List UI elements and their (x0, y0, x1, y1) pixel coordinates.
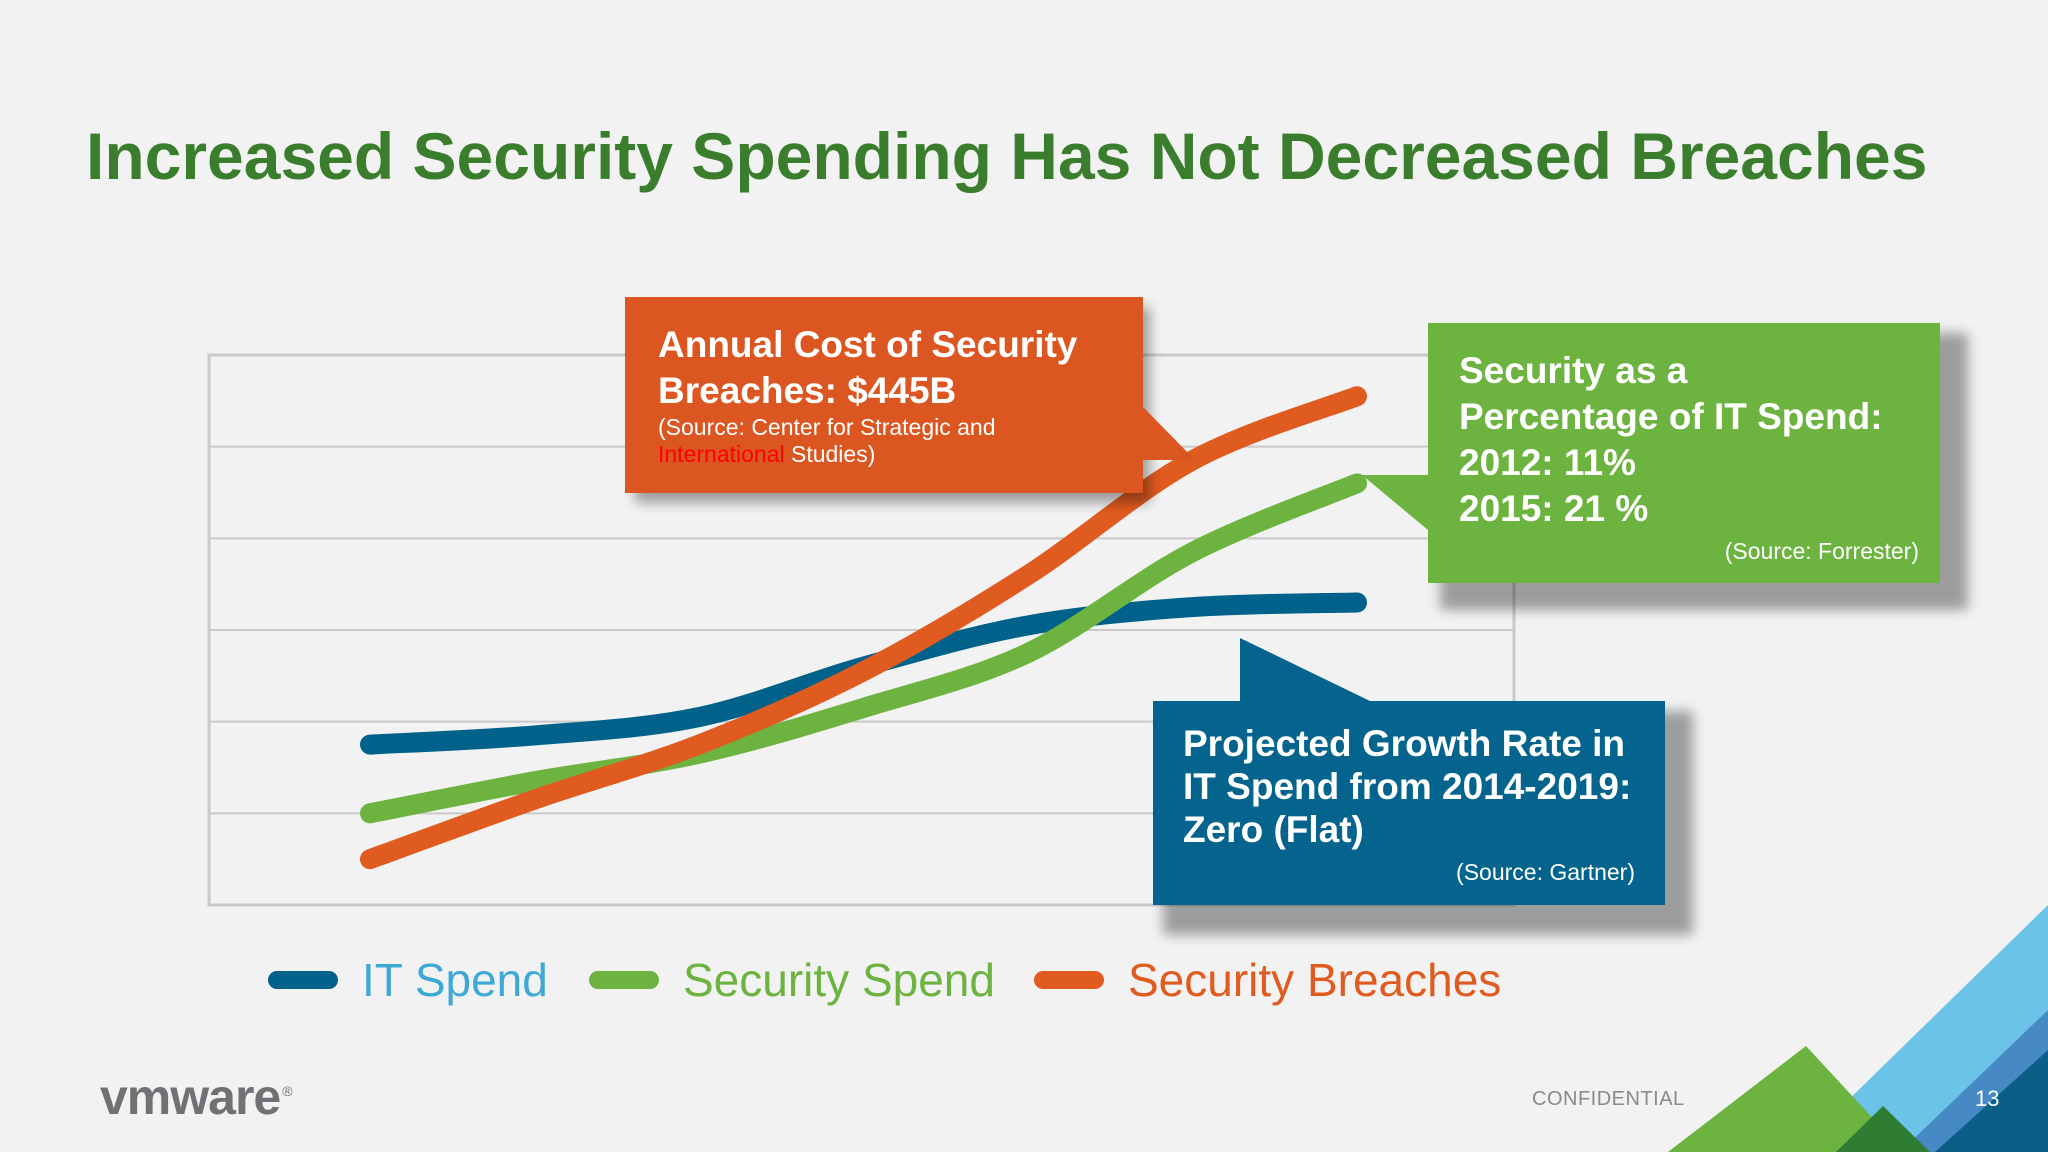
series-line-security-breaches (360, 386, 1367, 870)
growth-rate-source: (Source: Gartner) (1456, 859, 1635, 885)
growth-rate-text: Projected Growth Rate in IT Spend from 2… (1183, 722, 1635, 886)
logo-text: vmware (100, 1069, 281, 1125)
legend-item-it-spend: IT Spend (268, 950, 548, 1010)
breach-cost-line1: Annual Cost of Security (658, 324, 1078, 365)
slide-title: Increased Security Spending Has Not Decr… (86, 119, 1928, 193)
legend-item-security-breaches: Security Breaches (1034, 950, 1501, 1010)
confidential-label: CONFIDENTIAL (1532, 1088, 1685, 1110)
page-number: 13 (1975, 1086, 2000, 1111)
breach-cost-line2: Breaches: $445B (658, 370, 957, 411)
security-pct-source: (Source: Forrester) (1724, 538, 1919, 564)
legend-swatch-security-spend (589, 971, 659, 989)
growth-rate-line2: IT Spend from 2014-2019: (1183, 766, 1632, 807)
legend-label-security-spend: Security Spend (683, 954, 995, 1006)
logo-registered-mark: ® (282, 1083, 292, 1100)
security-pct-text: Security as a Percentage of IT Spend: 20… (1459, 348, 1919, 565)
security-pct-line3: 2012: 11% (1459, 442, 1636, 483)
breach-cost-text: Annual Cost of Security Breaches: $445B … (658, 322, 1128, 468)
growth-rate-callout (1153, 638, 1693, 935)
growth-rate-line1: Projected Growth Rate in (1183, 723, 1626, 764)
series-line-security-spend (360, 473, 1367, 824)
legend-item-security-spend: Security Spend (589, 950, 995, 1010)
vmware-logo: vmware ® (100, 1068, 293, 1126)
series-layer (360, 386, 1367, 870)
growth-rate-line3: Zero (Flat) (1183, 809, 1364, 850)
legend-swatch-it-spend (268, 971, 338, 989)
security-pct-line1: Security as a (1459, 350, 1688, 391)
corner-decoration (1668, 905, 2048, 1152)
legend-swatch-security-breaches (1034, 971, 1104, 989)
security-pct-callout (1362, 323, 1968, 610)
breach-cost-callout (625, 297, 1195, 503)
breach-cost-source-a: (Source: Center for Strategic and (658, 414, 996, 440)
breach-cost-source-b: International Studies) (658, 441, 1128, 468)
security-pct-line4: 2015: 21 % (1459, 488, 1649, 529)
legend-label-it-spend: IT Spend (362, 954, 548, 1006)
breach-cost-source-highlight: International (658, 441, 785, 467)
breach-cost-source-rest: Studies) (784, 441, 876, 467)
security-pct-line2: Percentage of IT Spend: (1459, 396, 1883, 437)
legend-label-security-breaches: Security Breaches (1128, 954, 1502, 1006)
